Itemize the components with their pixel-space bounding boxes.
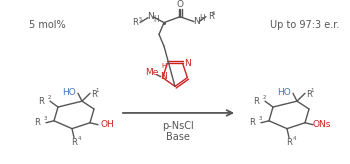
Text: R: R [132, 18, 138, 27]
Text: 6: 6 [212, 11, 216, 16]
Text: R: R [91, 90, 97, 99]
Text: N: N [184, 59, 190, 68]
Text: 5 mol%: 5 mol% [29, 20, 65, 30]
Text: R: R [71, 138, 77, 147]
Text: 3: 3 [44, 116, 48, 121]
Text: p-NsCl: p-NsCl [162, 121, 194, 131]
Text: N: N [147, 12, 153, 21]
Text: H: H [162, 63, 167, 69]
Text: R: R [286, 138, 292, 147]
Text: 3: 3 [259, 116, 262, 121]
Text: R: R [253, 97, 259, 106]
Text: HO: HO [277, 88, 291, 97]
Text: R: R [208, 12, 214, 21]
Text: R: R [38, 97, 44, 106]
Text: H: H [199, 14, 205, 23]
Text: N: N [193, 17, 200, 26]
Text: Me: Me [145, 68, 158, 77]
Text: N: N [160, 72, 167, 81]
Text: 1: 1 [310, 88, 314, 93]
Text: OH: OH [100, 120, 114, 129]
Text: HO: HO [62, 88, 76, 97]
Text: H: H [154, 15, 159, 24]
Text: 1: 1 [95, 88, 98, 93]
Text: 4: 4 [78, 136, 82, 141]
Text: 4: 4 [293, 136, 296, 141]
Text: 5: 5 [139, 17, 142, 22]
Text: R: R [249, 118, 255, 127]
Text: O: O [176, 0, 183, 9]
Text: 2: 2 [263, 95, 266, 100]
Text: Up to 97:3 e.r.: Up to 97:3 e.r. [270, 20, 340, 30]
Text: ONs: ONs [313, 120, 331, 129]
Text: Base: Base [166, 132, 190, 142]
Text: 2: 2 [48, 95, 51, 100]
Text: R: R [34, 118, 40, 127]
Text: R: R [306, 90, 312, 99]
